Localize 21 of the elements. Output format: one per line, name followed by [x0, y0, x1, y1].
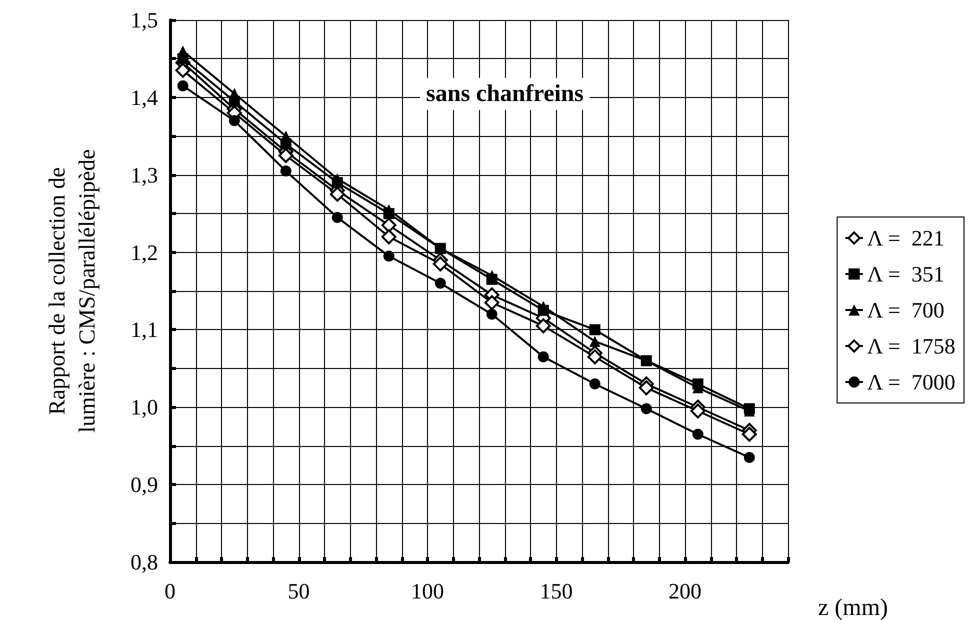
legend-label: Λ = 351	[867, 262, 944, 286]
y-tick-label: 0,9	[130, 472, 158, 498]
y-tick-label: 1,5	[130, 8, 158, 32]
x-tick-label: 150	[540, 578, 573, 604]
legend-label: Λ = 221	[867, 226, 944, 250]
y-tick-label: 1,3	[130, 162, 158, 188]
legend-label: Λ = 1758	[867, 334, 956, 358]
x-tick-label: 0	[164, 578, 176, 604]
y-tick-label: 1,2	[130, 240, 158, 265]
legend-label: Λ = 7000	[867, 370, 956, 394]
y-axis-title: Rapport de la collection de lumière : CMS/parallélépipède	[44, 149, 100, 433]
y-tick-label: 1,4	[130, 84, 158, 110]
y-tick-label: 0,8	[130, 550, 158, 574]
y-tick-label: 1,1	[130, 317, 158, 342]
x-tick-label: 200	[668, 578, 702, 604]
x-tick-label: 100	[411, 578, 444, 604]
x-tick-label: 50	[288, 578, 310, 604]
x-axis-title: z (mm)	[818, 595, 888, 620]
y-tick-label: 1,0	[130, 394, 158, 420]
annotation: sans chanfreins	[426, 81, 584, 107]
legend-label: Λ = 700	[867, 298, 944, 322]
